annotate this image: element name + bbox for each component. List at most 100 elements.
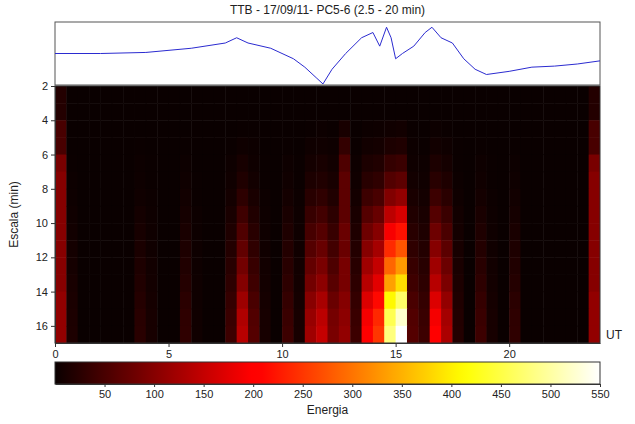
heatmap-cell: [305, 326, 317, 343]
heatmap-cell: [237, 274, 249, 292]
heatmap-cell: [430, 120, 442, 138]
tick-label: 0: [52, 348, 58, 360]
heatmap-cell: [589, 257, 600, 275]
heatmap-cell: [407, 137, 419, 155]
heatmap-cell: [169, 309, 181, 327]
heatmap-cell: [384, 137, 396, 155]
colorbar-title: Energia: [307, 403, 349, 417]
tick-label: 12: [36, 251, 48, 263]
heatmap-cell: [532, 172, 544, 190]
heatmap-cell: [486, 137, 498, 155]
heatmap-cell: [180, 223, 192, 241]
heatmap-cell: [169, 223, 181, 241]
heatmap-cell: [203, 206, 215, 224]
heatmap-cell: [237, 326, 249, 343]
heatmap-cell: [362, 257, 374, 275]
heatmap-cell: [418, 274, 430, 292]
heatmap-cell: [486, 309, 498, 327]
heatmap-cell: [350, 172, 362, 190]
heatmap-cell: [430, 86, 442, 104]
heatmap-cell: [486, 240, 498, 258]
heatmap-cell: [407, 223, 419, 241]
heatmap-cell: [407, 120, 419, 138]
heatmap-cell: [123, 155, 135, 173]
heatmap-cell: [396, 120, 408, 138]
heatmap-cell: [100, 309, 112, 327]
heatmap-cell: [78, 86, 90, 104]
heatmap-cell: [66, 206, 78, 224]
tick-mark: [253, 384, 254, 387]
heatmap-cell: [350, 240, 362, 258]
heatmap-cell: [464, 103, 476, 121]
heatmap-cell: [237, 309, 249, 327]
heatmap-cell: [214, 274, 226, 292]
tick-label: 100: [145, 388, 163, 400]
heatmap-cell: [248, 103, 260, 121]
heatmap-cell: [350, 274, 362, 292]
heatmap-cell: [180, 120, 192, 138]
heatmap-cell: [566, 86, 578, 104]
heatmap-cell: [555, 206, 567, 224]
heatmap-cell: [203, 257, 215, 275]
heatmap-cell: [55, 257, 67, 275]
heatmap-cell: [475, 257, 487, 275]
heatmap-cell: [66, 326, 78, 343]
heatmap-cell: [123, 137, 135, 155]
heatmap-cell: [282, 292, 294, 310]
heatmap-cell: [293, 309, 305, 327]
heatmap-cell: [328, 223, 340, 241]
tick: 0: [52, 343, 58, 360]
heatmap-cell: [509, 206, 521, 224]
heatmap-cell: [452, 274, 464, 292]
heatmap-cell: [282, 137, 294, 155]
heatmap-cell: [464, 223, 476, 241]
heatmap-cell: [293, 326, 305, 343]
heatmap-cell: [180, 274, 192, 292]
heatmap-cell: [259, 292, 271, 310]
heatmap-cell: [339, 137, 351, 155]
heatmap-cell: [339, 223, 351, 241]
heatmap-cell: [384, 155, 396, 173]
heatmap-cell: [203, 326, 215, 343]
heatmap-cell: [100, 257, 112, 275]
heatmap-cell: [532, 86, 544, 104]
heatmap-cell: [100, 326, 112, 343]
heatmap-cell: [396, 172, 408, 190]
heatmap-cell: [214, 292, 226, 310]
heatmap-cell: [100, 120, 112, 138]
heatmap-cell: [543, 223, 555, 241]
heatmap-cell: [237, 257, 249, 275]
tick-mark: [51, 223, 55, 224]
heatmap-cell: [89, 309, 101, 327]
heatmap-cell: [134, 86, 146, 104]
heatmap-cell: [328, 172, 340, 190]
tick-mark: [550, 384, 551, 387]
heatmap-cell: [498, 274, 510, 292]
heatmap-cell: [157, 274, 169, 292]
heatmap-cell: [452, 155, 464, 173]
heatmap-cell: [430, 189, 442, 207]
heatmap-cell: [509, 120, 521, 138]
heatmap-cell: [384, 206, 396, 224]
heatmap-cell: [521, 155, 533, 173]
heatmap-cell: [157, 326, 169, 343]
heatmap-cell: [169, 155, 181, 173]
heatmap-cell: [475, 155, 487, 173]
heatmap-cell: [486, 257, 498, 275]
heatmap-cell: [475, 103, 487, 121]
tick-label: 2: [42, 80, 48, 92]
heatmap-cell: [191, 240, 203, 258]
heatmap-cell: [475, 206, 487, 224]
heatmap-cell: [180, 309, 192, 327]
heatmap-cell: [134, 292, 146, 310]
heatmap-cell: [464, 292, 476, 310]
heatmap-cell: [282, 120, 294, 138]
tick-mark: [51, 120, 55, 121]
heatmap-cell: [441, 155, 453, 173]
heatmap-cell: [577, 223, 589, 241]
heatmap-cell: [373, 326, 385, 343]
tick-mark: [509, 343, 510, 347]
heatmap-cell: [475, 86, 487, 104]
tick-label: 8: [42, 183, 48, 195]
heatmap-cell: [259, 309, 271, 327]
